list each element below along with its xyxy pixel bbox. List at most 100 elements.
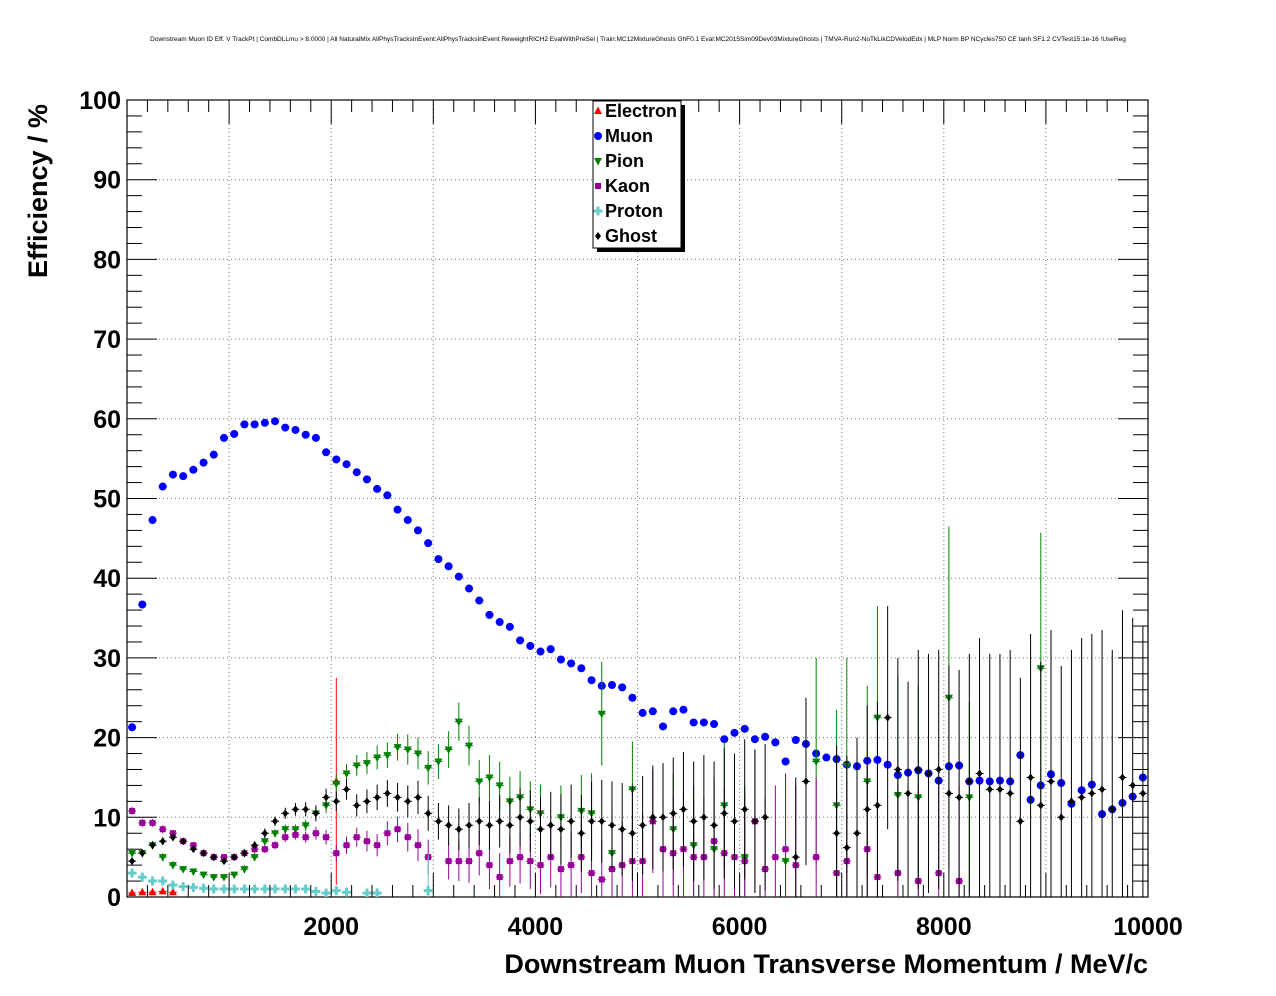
pion-point [812,758,821,767]
ghost-point [690,817,697,826]
muon-point [761,732,770,741]
muon-point [403,516,412,525]
ghost-point [711,821,718,830]
ghost-point [864,805,871,814]
kaon-point [159,826,166,833]
ghost-point [976,769,983,778]
ghost-point [660,813,667,822]
x-tick-label: 8000 [916,913,972,941]
kaon-point [466,858,473,865]
kaon-point [568,862,575,869]
ghost-point [578,829,585,838]
proton-point [311,886,321,896]
ghost-point [956,793,963,802]
kaon-point [302,834,309,841]
muon-point [352,468,361,477]
legend-marker-ghost [595,232,601,240]
muon-point [822,753,831,762]
kaon-point [261,846,268,853]
ghost-point [608,821,615,830]
pion-point [597,710,606,719]
muon-point [556,655,565,664]
ghost-point [527,817,534,826]
proton-point [148,876,158,886]
ghost-point [762,813,769,822]
muon-point [750,735,759,744]
ghost-point [312,809,319,818]
y-axis-title: Efficiency / % [23,104,53,278]
ghost-point [905,789,912,798]
kaon-point [343,842,350,849]
muon-point [475,596,484,605]
ghost-point [445,821,452,830]
ghost-point [568,817,575,826]
pion-point [475,778,484,786]
muon-point [781,757,790,766]
ghost-point [588,817,595,826]
muon-point [291,425,300,434]
pion-point [281,826,290,834]
muon-point [148,516,157,525]
legend-box [592,100,682,249]
kaon-point [414,842,421,849]
proton-point [178,882,188,892]
muon-point [199,458,208,467]
muon-point [179,472,188,481]
muon-point [373,484,382,493]
pion-point [485,774,494,782]
ghost-point [1017,817,1024,826]
kaon-point [282,834,289,841]
ghost-point [1048,777,1055,786]
ghost-point [292,805,299,814]
ghost-point [670,809,677,818]
muon-point [250,420,259,429]
muon-point [342,460,351,469]
proton-point [372,888,382,897]
muon-point [219,433,228,442]
ghost-point [843,843,850,852]
x-tick-label: 2000 [303,913,359,941]
pion-point [413,750,422,759]
legend-label-kaon: Kaon [605,176,650,196]
kaon-point [363,838,370,845]
ghost-point [639,821,646,830]
kaon-point [486,862,493,869]
muon-point [730,728,739,737]
pion-point [454,718,463,727]
kaon-point [353,834,360,841]
pion-point [230,871,239,880]
proton-point [423,886,433,896]
pion-point [250,854,259,862]
ghost-point [404,797,411,806]
pion-point [199,871,208,880]
pion-point [465,742,474,751]
muon-point [128,723,137,732]
y-tick-label: 40 [93,565,121,593]
pion-point [495,782,504,790]
ghost-point [220,857,227,866]
muon-point [546,645,555,654]
muon-point [526,641,535,650]
ghost-point [721,809,728,818]
legend-marker-kaon [595,183,601,189]
proton-point [331,886,341,896]
kaon-point [772,854,779,861]
ghost-point [241,849,248,858]
ghost-point [414,793,421,802]
y-tick-label: 90 [93,167,121,195]
ghost-point [149,841,156,850]
muon-point [485,610,494,619]
y-tick-label: 0 [107,884,121,912]
ghost-point [231,853,238,862]
muon-point [158,482,167,491]
proton-point [301,884,311,894]
legend-marker-pion [594,158,602,166]
muon-point [791,735,800,744]
ghost-point [874,801,881,810]
pion-point [158,854,167,862]
pion-point [444,746,453,755]
muon-point [434,555,443,564]
muon-point [465,584,474,593]
ghost-point [200,849,207,858]
muon-point [230,429,239,438]
